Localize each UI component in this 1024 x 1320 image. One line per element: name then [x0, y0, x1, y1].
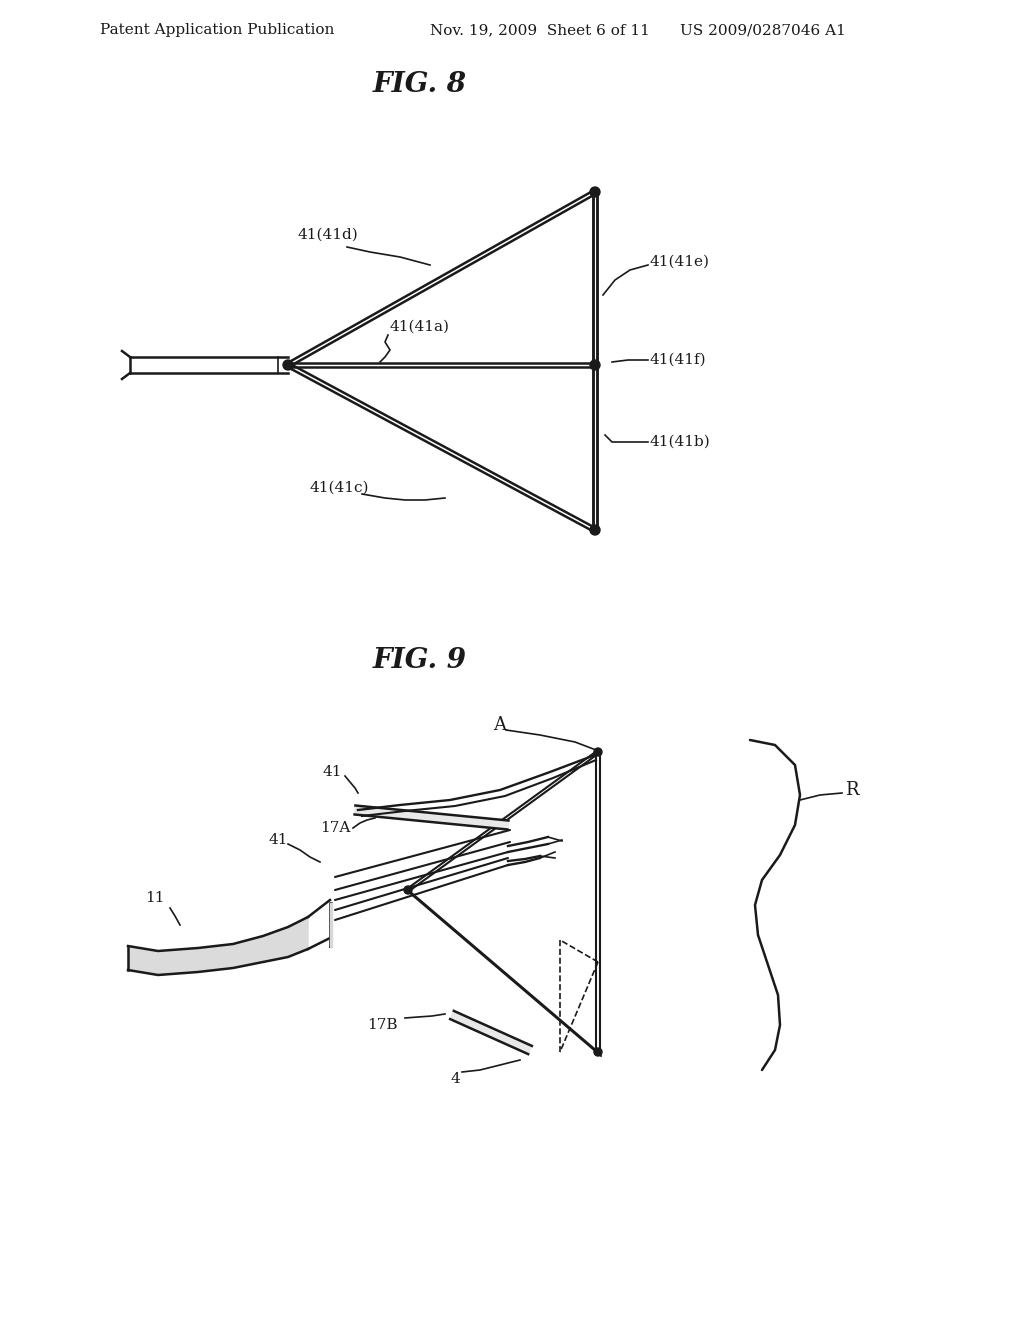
Text: 41(41f): 41(41f): [650, 352, 707, 367]
Polygon shape: [330, 903, 332, 946]
Circle shape: [594, 748, 602, 756]
Text: FIG. 8: FIG. 8: [373, 71, 467, 99]
Circle shape: [283, 360, 293, 370]
Text: 41(41e): 41(41e): [650, 255, 710, 269]
Circle shape: [590, 187, 600, 197]
Text: R: R: [845, 781, 858, 799]
Text: 41(41c): 41(41c): [310, 480, 370, 495]
Text: FIG. 9: FIG. 9: [373, 647, 467, 673]
Polygon shape: [354, 805, 509, 829]
Text: 11: 11: [145, 891, 165, 906]
Text: 41: 41: [323, 766, 342, 779]
Circle shape: [594, 1048, 602, 1056]
Text: 17B: 17B: [367, 1018, 397, 1032]
Text: A: A: [494, 715, 507, 734]
Text: 41(41b): 41(41b): [650, 436, 711, 449]
Text: US 2009/0287046 A1: US 2009/0287046 A1: [680, 22, 846, 37]
Text: 41(41a): 41(41a): [390, 319, 450, 334]
Polygon shape: [451, 1011, 531, 1055]
Polygon shape: [128, 917, 308, 975]
Circle shape: [590, 525, 600, 535]
Text: 4: 4: [451, 1072, 460, 1086]
Text: 41: 41: [268, 833, 288, 847]
Circle shape: [590, 360, 600, 370]
Text: 41(41d): 41(41d): [298, 228, 358, 242]
Text: Patent Application Publication: Patent Application Publication: [100, 22, 335, 37]
Text: Nov. 19, 2009  Sheet 6 of 11: Nov. 19, 2009 Sheet 6 of 11: [430, 22, 650, 37]
Text: 17A: 17A: [319, 821, 350, 836]
Circle shape: [404, 886, 412, 894]
